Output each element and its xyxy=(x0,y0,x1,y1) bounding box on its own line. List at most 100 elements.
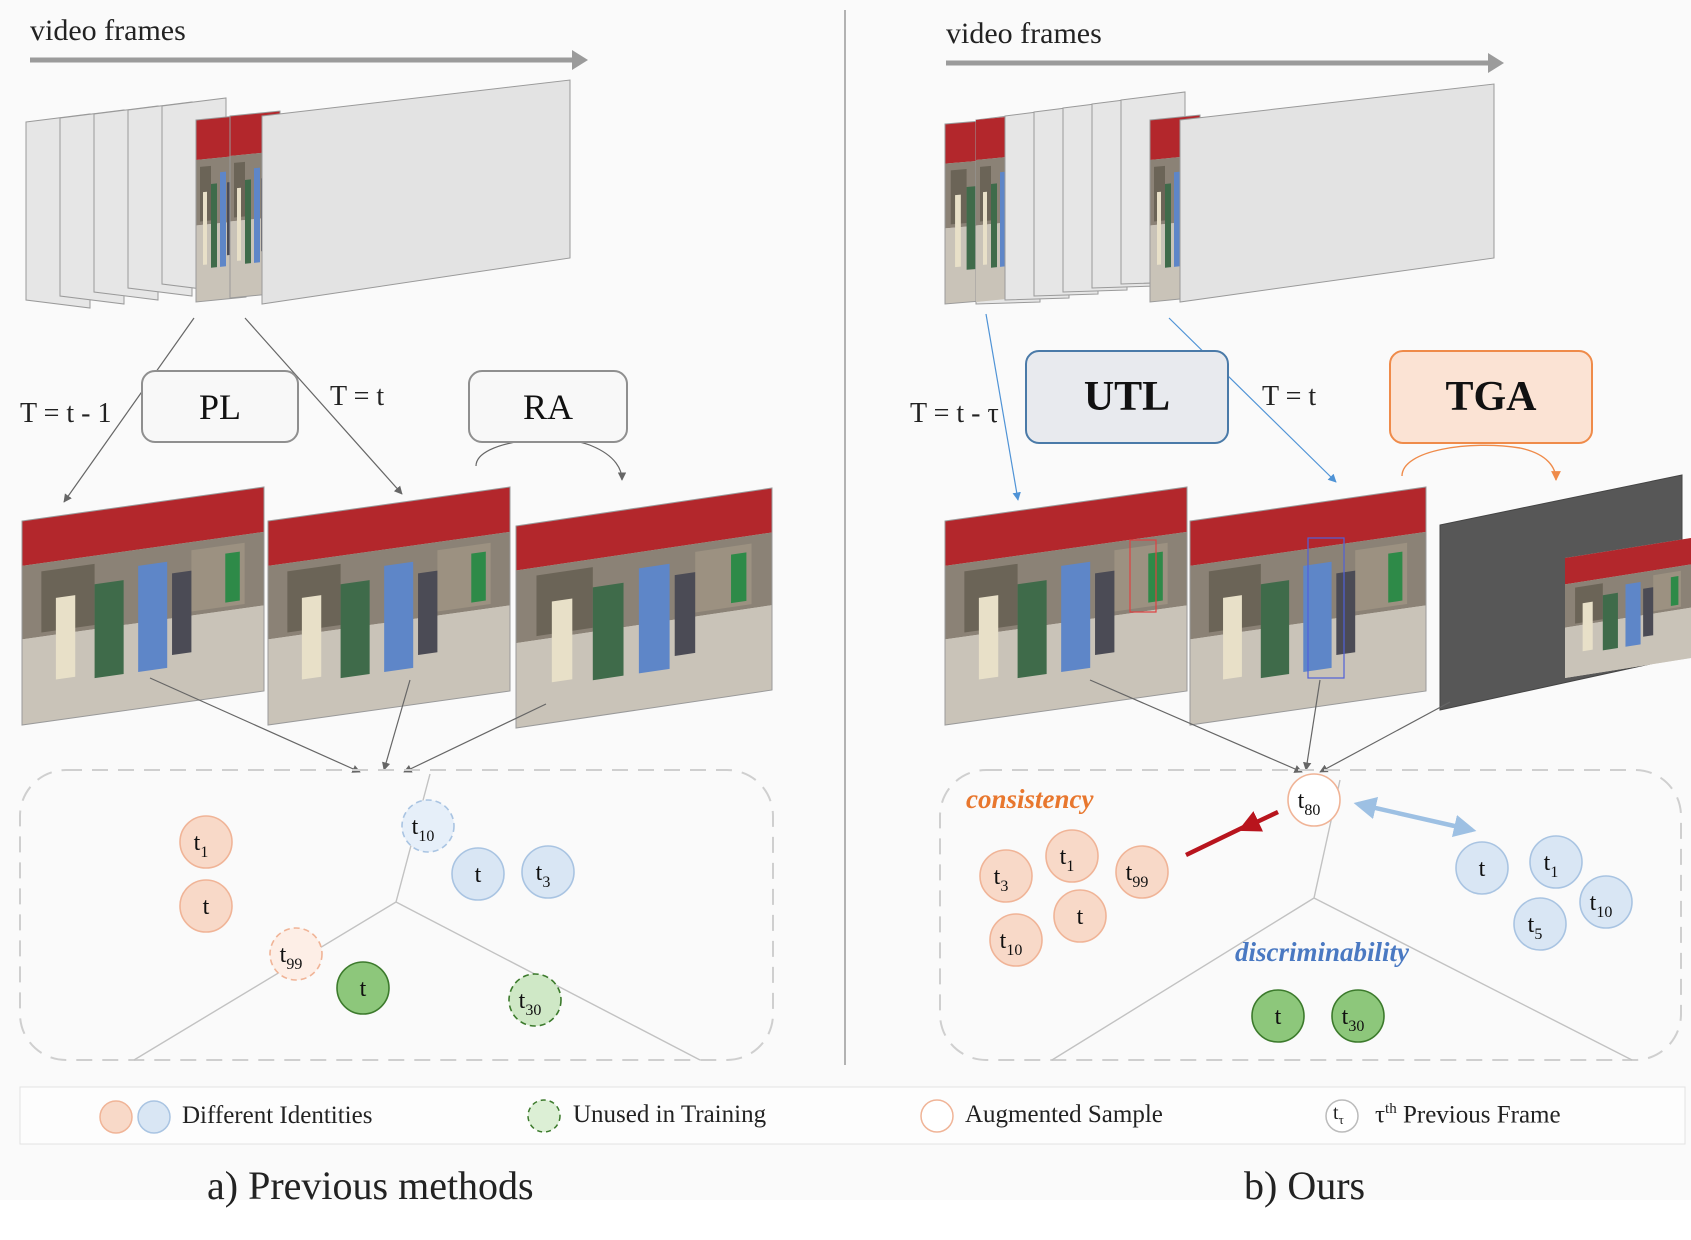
right-temporal-arrows xyxy=(985,313,1561,501)
node-label: t3 xyxy=(536,860,551,891)
node-label: t xyxy=(475,862,482,888)
node-label: t10 xyxy=(1000,928,1023,959)
legend-augmented-circle xyxy=(920,1099,954,1133)
node-circle xyxy=(989,913,1043,967)
legend-orange-circle xyxy=(99,1100,133,1134)
node-circle xyxy=(1579,875,1633,929)
node-label: t xyxy=(1479,856,1486,882)
identity-node: t3 xyxy=(979,849,1033,903)
discriminability-label: discriminability xyxy=(1235,937,1410,967)
utl-label: UTL xyxy=(1083,374,1171,420)
legend-unused-text: Unused in Training xyxy=(573,1101,767,1128)
left-image-row xyxy=(21,486,773,729)
node-label: t xyxy=(1077,904,1084,930)
node-circle xyxy=(1287,773,1341,827)
node-circle xyxy=(1513,897,1567,951)
identity-node: t1 xyxy=(1529,835,1583,889)
node-circle xyxy=(1053,889,1107,943)
node-circle xyxy=(1331,989,1385,1043)
right-video-frames-label: video frames xyxy=(946,17,1102,50)
node-label: t10 xyxy=(1590,890,1613,921)
identity-node: t1 xyxy=(179,815,233,869)
node-circle xyxy=(179,879,233,933)
tga-box: TGA xyxy=(1389,350,1593,444)
legend-prev-icon: tτ xyxy=(1333,1102,1344,1127)
node-label: t99 xyxy=(280,942,303,973)
identity-node: t30 xyxy=(1331,989,1385,1043)
node-label: t80 xyxy=(1298,788,1321,819)
right-t-cur-label: T = t xyxy=(1262,381,1317,412)
right-caption: b) Ours xyxy=(1244,1163,1366,1208)
identity-node: t xyxy=(1053,889,1107,943)
pl-label: PL xyxy=(198,386,241,427)
legend-prev-frame-text: τth Previous Frame xyxy=(1375,1101,1561,1129)
legend-augmented-text: Augmented Sample xyxy=(965,1101,1163,1128)
right-to-space-arrows xyxy=(1089,679,1451,773)
identity-node: t1 xyxy=(1045,829,1099,883)
node-circle xyxy=(1455,841,1509,895)
utl-box: UTL xyxy=(1025,350,1229,444)
identity-node: t5 xyxy=(1513,897,1567,951)
node-circle xyxy=(179,815,233,869)
right-image-row xyxy=(944,474,1691,726)
feature-space-frames xyxy=(19,769,1682,1061)
node-circle xyxy=(508,973,562,1027)
node-circle xyxy=(1251,989,1305,1043)
node-label: t30 xyxy=(1342,1004,1365,1035)
left-caption: a) Previous methods xyxy=(207,1163,534,1208)
left-t-prev-label: T = t - 1 xyxy=(20,398,112,429)
pl-box: PL xyxy=(141,370,299,443)
node-circle xyxy=(451,847,505,901)
identity-node: t30 xyxy=(508,973,562,1027)
node-label: t xyxy=(360,976,367,1002)
left-frame-stack xyxy=(25,79,571,309)
identity-node: t10 xyxy=(989,913,1043,967)
legend xyxy=(19,1086,1686,1145)
node-circle xyxy=(1045,829,1099,883)
node-label: t99 xyxy=(1126,860,1149,891)
node-label: t30 xyxy=(519,988,542,1019)
timeline-arrows xyxy=(30,50,1504,73)
ra-label: RA xyxy=(522,386,573,427)
node-label: t1 xyxy=(1060,844,1075,875)
identity-node: t xyxy=(179,879,233,933)
node-label: t1 xyxy=(1544,850,1559,881)
identity-node: t10 xyxy=(401,799,455,853)
identity-node: t xyxy=(1251,989,1305,1043)
identity-node: t99 xyxy=(269,927,323,981)
node-circle xyxy=(521,845,575,899)
left-t-cur-label: T = t xyxy=(330,381,385,412)
node-label: t1 xyxy=(194,830,209,861)
left-video-frames-label: video frames xyxy=(30,14,186,47)
identity-node: t10 xyxy=(1579,875,1633,929)
identity-node: t xyxy=(451,847,505,901)
right-identity-nodes: t80 t3 t1 t99 t t10 t t1 t10 t5 t t30 xyxy=(979,773,1633,1043)
left-to-space-arrows xyxy=(149,677,547,773)
legend-green-dashed-circle xyxy=(527,1099,561,1133)
node-circle xyxy=(979,849,1033,903)
node-label: t3 xyxy=(994,864,1009,895)
node-label: t xyxy=(1275,1004,1282,1030)
legend-prev-frame-circle xyxy=(1325,1099,1359,1133)
identity-node: t xyxy=(1455,841,1509,895)
identity-node-augmented: t80 xyxy=(1287,773,1341,827)
identity-node: t xyxy=(336,961,390,1015)
node-label: t5 xyxy=(1528,912,1543,943)
node-label: t10 xyxy=(412,814,435,845)
node-circle xyxy=(269,927,323,981)
legend-identities-text: Different Identities xyxy=(182,1102,373,1129)
relation-arrows xyxy=(1185,797,1477,858)
right-frame-stack xyxy=(944,83,1495,305)
left-identity-nodes: t1 t t10 t t3 t99 t t30 xyxy=(179,799,575,1027)
right-t-prev-label: T = t - τ xyxy=(910,398,999,429)
ra-box: RA xyxy=(468,370,628,443)
identity-node: t99 xyxy=(1115,845,1169,899)
tga-label: TGA xyxy=(1445,374,1537,420)
node-circle xyxy=(401,799,455,853)
node-label: t xyxy=(203,894,210,920)
node-circle xyxy=(336,961,390,1015)
node-circle xyxy=(1529,835,1583,889)
legend-blue-circle xyxy=(137,1100,171,1134)
node-circle xyxy=(1115,845,1169,899)
